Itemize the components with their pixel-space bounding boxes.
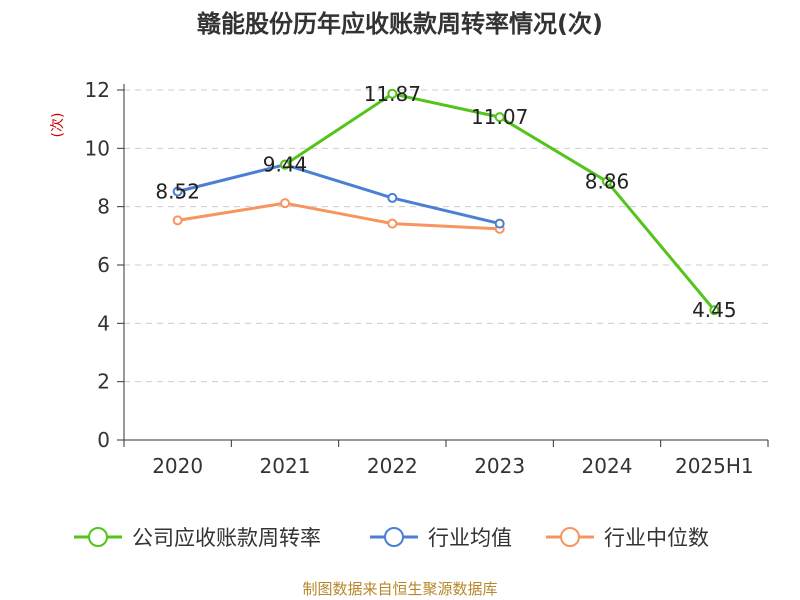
series-lines <box>172 88 720 316</box>
x-tick-label: 2025H1 <box>675 454 754 478</box>
data-label: 4.45 <box>692 298 737 322</box>
data-labels: 11.87 11.07 8.86 4.45 8.52 9.44 <box>155 82 736 322</box>
data-label: 8.52 <box>155 180 200 204</box>
data-label: 8.86 <box>585 170 630 194</box>
data-point <box>494 218 505 229</box>
data-point <box>172 215 183 226</box>
legend-marker <box>384 527 404 547</box>
data-point <box>387 192 398 203</box>
legend-marker <box>88 527 108 547</box>
series-line <box>177 201 500 231</box>
y-tick-label: 2 <box>97 370 110 394</box>
y-tick-label: 8 <box>97 195 110 219</box>
y-tick-label: 0 <box>97 428 110 452</box>
legend: 公司应收账款周转率 行业均值 行业中位数 <box>74 526 709 550</box>
data-point <box>280 159 290 170</box>
data-point <box>709 305 720 316</box>
data-label: 9.44 <box>263 153 308 177</box>
y-axis-label: (次) <box>50 113 66 138</box>
x-tick-label: 2023 <box>474 454 525 478</box>
data-point <box>172 186 183 197</box>
legend-label: 公司应收账款周转率 <box>132 526 321 550</box>
legend-label: 行业中位数 <box>604 526 709 550</box>
x-tick-label: 2021 <box>260 454 311 478</box>
data-label: 11.07 <box>471 105 528 129</box>
axes: 0 2 4 6 8 10 12 2020 2021 2022 2023 2024 2025H1 <box>85 78 769 478</box>
y-tick-label: 12 <box>85 78 110 102</box>
x-tick-label: 2024 <box>582 454 633 478</box>
gridlines <box>124 89 768 383</box>
chart-title: 赣能股份历年应收账款周转率情况(次) <box>197 10 603 38</box>
x-tick-label: 2020 <box>152 454 203 478</box>
data-point <box>494 112 505 123</box>
data-point <box>387 88 398 99</box>
legend-marker <box>560 527 580 547</box>
y-tick-label: 10 <box>85 136 110 160</box>
data-point <box>602 176 612 187</box>
series-line <box>177 163 501 226</box>
data-label: 11.87 <box>364 82 421 106</box>
source-note: 制图数据来自恒生聚源数据库 <box>302 580 497 598</box>
y-tick-label: 4 <box>97 311 110 335</box>
x-tick-label: 2022 <box>367 454 418 478</box>
legend-label: 行业均值 <box>428 526 512 550</box>
data-point <box>280 198 290 209</box>
data-point <box>387 218 398 229</box>
y-tick-label: 6 <box>97 253 110 277</box>
